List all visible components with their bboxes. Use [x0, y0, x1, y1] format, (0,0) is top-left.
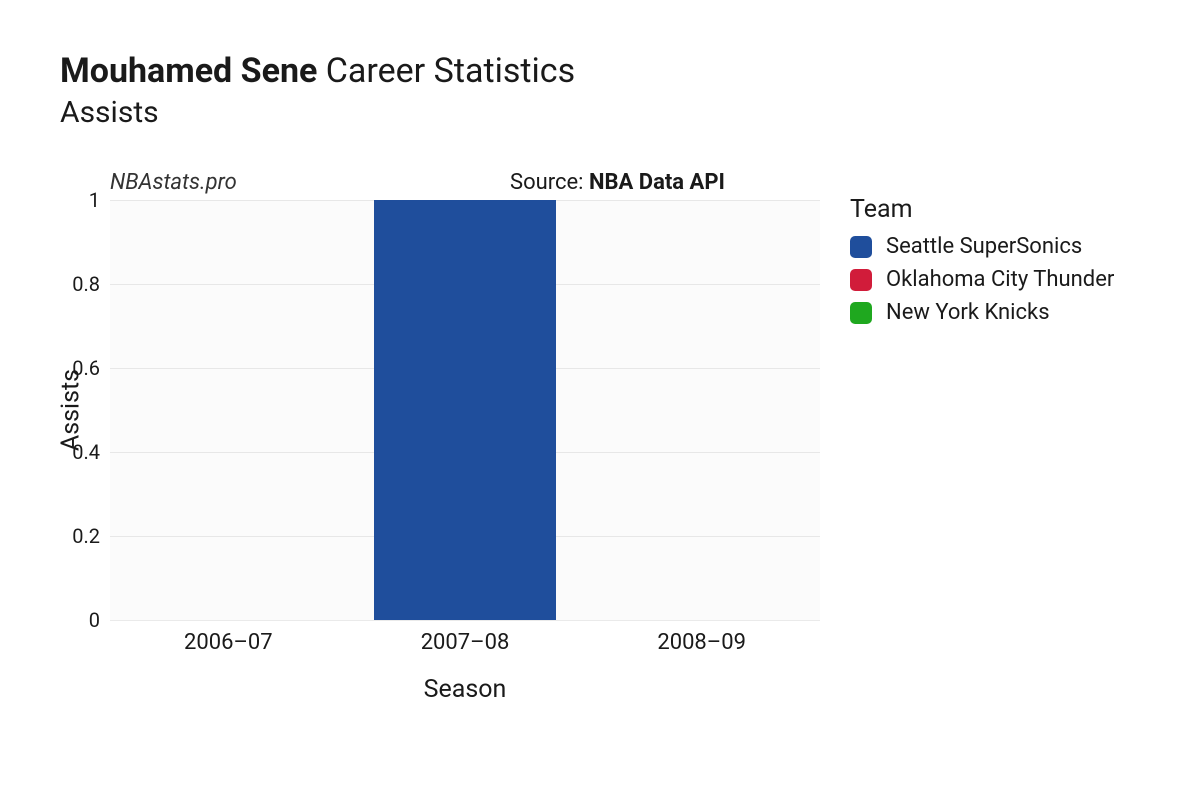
source-attribution: Source: NBA Data API — [510, 170, 725, 195]
legend-item: Seattle SuperSonics — [850, 234, 1114, 259]
chart-subtitle: Assists — [60, 95, 575, 130]
y-tick-label: 0 — [89, 608, 100, 632]
legend-title: Team — [850, 195, 1114, 224]
legend-item: New York Knicks — [850, 300, 1114, 325]
source-label: Source: — [510, 170, 589, 195]
y-tick-label: 0.8 — [72, 272, 100, 296]
x-tick-label: 2007–08 — [421, 630, 510, 655]
legend-swatch — [850, 236, 872, 258]
y-tick-label: 0.6 — [72, 356, 100, 380]
legend-swatch — [850, 302, 872, 324]
x-tick-label: 2006–07 — [184, 630, 273, 655]
legend-item: Oklahoma City Thunder — [850, 267, 1114, 292]
legend-swatch — [850, 269, 872, 291]
source-value: NBA Data API — [589, 170, 725, 195]
legend: Team Seattle SuperSonics Oklahoma City Th… — [850, 195, 1114, 333]
y-tick-label: 0.2 — [72, 524, 100, 548]
legend-label: Seattle SuperSonics — [886, 234, 1082, 259]
x-axis-label: Season — [424, 675, 507, 704]
y-tick-label: 1 — [89, 188, 100, 212]
gridline — [110, 620, 820, 621]
plot-area: NBAstats.pro Source: NBA Data API Assist… — [110, 200, 820, 620]
title-rest: Career Statistics — [317, 51, 575, 91]
watermark-text: NBAstats.pro — [110, 170, 237, 195]
title-block: Mouhamed Sene Career Statistics Assists — [60, 50, 575, 130]
y-axis-label: Assists — [57, 369, 86, 451]
title-strong: Mouhamed Sene — [60, 51, 317, 91]
chart-figure: Mouhamed Sene Career Statistics Assists … — [0, 0, 1200, 800]
bar — [374, 200, 556, 620]
chart-title: Mouhamed Sene Career Statistics — [60, 50, 575, 93]
legend-label: Oklahoma City Thunder — [886, 267, 1114, 292]
y-tick-label: 0.4 — [72, 440, 100, 464]
x-tick-label: 2008–09 — [657, 630, 746, 655]
legend-label: New York Knicks — [886, 300, 1050, 325]
